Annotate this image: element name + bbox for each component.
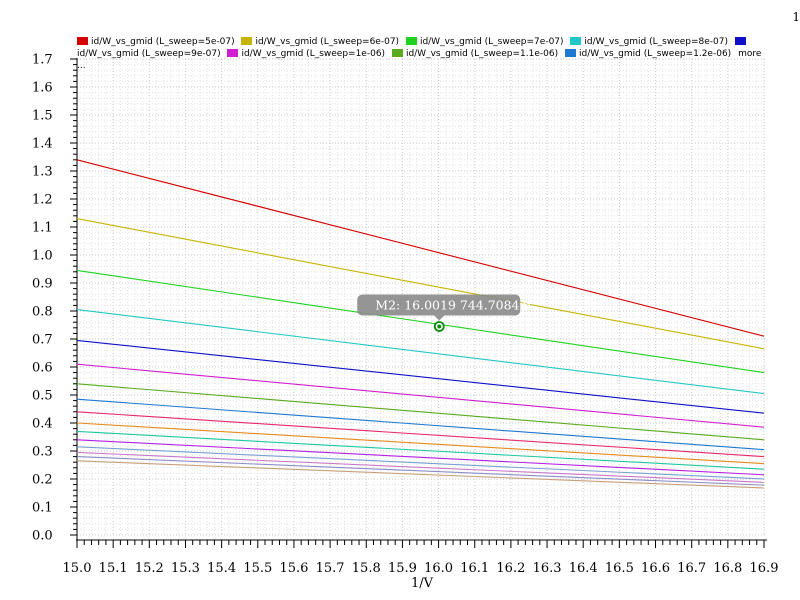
series-line-4: [76, 309, 765, 395]
legend-item-8[interactable]: id/W_vs_gmid (L_sweep=1.2e-06): [565, 49, 731, 59]
legend-swatch: [77, 37, 88, 45]
grid: [76, 58, 767, 536]
x-tick-label: 16.8: [713, 561, 742, 576]
x-tick-label: 16.1: [460, 561, 489, 576]
legend-item-7[interactable]: id/W_vs_gmid (L_sweep=1.1e-06): [391, 49, 559, 59]
legend-label: id/W_vs_gmid (L_sweep=7e-07): [419, 37, 564, 47]
legend-label: id/W_vs_gmid (L_sweep=6e-07): [255, 37, 400, 47]
x-tick-label: 15.2: [135, 561, 164, 576]
legend-item-4[interactable]: id/W_vs_gmid (L_sweep=8e-07): [570, 37, 728, 47]
y-tick-label: 0.1: [32, 501, 53, 516]
series-line-2: [76, 218, 765, 350]
x-tick-label: 16.4: [569, 561, 598, 576]
legend-swatch: [565, 49, 576, 57]
x-tick-label: 15.6: [279, 561, 308, 576]
series-line-10: [76, 422, 765, 465]
x-tick-label: 15.3: [171, 561, 200, 576]
series-line-6: [76, 363, 765, 428]
marker-tooltip-box: [357, 294, 521, 316]
marker-tooltip-pointer: [434, 315, 445, 321]
legend-item-3[interactable]: id/W_vs_gmid (L_sweep=7e-07): [405, 37, 564, 47]
y-tick-label: 1.1: [32, 221, 53, 236]
y-tick-label: 0.2: [32, 473, 53, 488]
legend-swatch: [391, 49, 403, 57]
x-tick-label: 15.0: [63, 561, 92, 576]
x-tick-label: 15.9: [388, 561, 417, 576]
legend-swatch: [227, 49, 239, 57]
y-tick-label: 1.7: [32, 53, 53, 68]
series-line-16: [76, 460, 765, 489]
series-line-13: [76, 446, 765, 480]
x-tick-label: 15.1: [99, 561, 128, 576]
legend-item-1[interactable]: id/W_vs_gmid (L_sweep=5e-07): [77, 37, 235, 47]
x-tick-label: 16.0: [424, 561, 453, 576]
series-line-8: [76, 398, 765, 451]
y-tick-label: 0.6: [32, 361, 53, 376]
x-tick-label: 15.8: [352, 561, 381, 576]
series-line-15: [76, 456, 765, 486]
legend-item-5[interactable]: id/W_vs_gmid (L_sweep=9e-07): [77, 37, 749, 59]
legend-label: id/W_vs_gmid (L_sweep=8e-07): [584, 37, 728, 47]
x-tick-label: 15.5: [243, 561, 272, 576]
x-tick-label: 16.3: [533, 561, 562, 576]
y-tick-label: 1.0: [32, 249, 53, 264]
x-tick-label: 15.7: [316, 561, 345, 576]
series-line-1: [76, 159, 765, 337]
y-tick-label: 1.6: [32, 81, 53, 96]
legend-label: id/W_vs_gmid (L_sweep=1e-06): [241, 49, 386, 59]
series-line-11: [76, 430, 765, 470]
series-line-3: [76, 269, 765, 374]
marker-m2: M2: 16.0019 744.7084m: [357, 294, 532, 332]
marker-tooltip-label: M2: 16.0019 744.7084m: [375, 297, 531, 312]
x-axis-label: 1/V: [411, 576, 434, 591]
legend-swatch: [570, 37, 582, 45]
legend-label: id/W_vs_gmid (L_sweep=1.2e-06): [579, 49, 732, 59]
y-tick-label: 0.0: [32, 529, 53, 544]
y-tick-label: 1.5: [32, 109, 53, 124]
y-tick-label: 1.4: [32, 137, 53, 152]
legend-item-6[interactable]: id/W_vs_gmid (L_sweep=1e-06): [227, 49, 385, 59]
legend-swatch: [241, 37, 253, 45]
legend-more-link[interactable]: more ...: [77, 49, 762, 71]
series-line-7: [76, 383, 765, 441]
x-tick-label: 16.9: [750, 561, 779, 576]
x-tick-label: 15.4: [207, 561, 236, 576]
x-tick-label: 16.7: [677, 561, 706, 576]
y-tick-label: 0.9: [32, 277, 53, 292]
corner-label: 1: [792, 10, 800, 24]
series-line-14: [76, 451, 765, 483]
y-tick-label: 1.3: [32, 165, 53, 180]
legend-label: id/W_vs_gmid (L_sweep=5e-07): [91, 37, 235, 47]
y-tick-label: 0.4: [32, 417, 53, 432]
series-line-5: [76, 339, 765, 414]
marker-dot: [437, 324, 442, 329]
y-ticks: 0.0 0.1 0.2 0.3 0.4 0.5 0.6 0.7 0.8 0.9 1.0 1.1 1.2 1…: [32, 53, 77, 544]
y-tick-label: 1.2: [32, 193, 53, 208]
legend-label: id/W_vs_gmid (L_sweep=1.1e-06): [405, 49, 559, 59]
x-tick-label: 16.5: [605, 561, 634, 576]
y-tick-label: 0.3: [32, 445, 53, 460]
y-tick-label: 0.5: [32, 389, 53, 404]
series-line-12: [76, 439, 765, 476]
series-group: [76, 159, 765, 489]
legend-label: id/W_vs_gmid (L_sweep=9e-07): [77, 49, 221, 59]
x-tick-label: 16.2: [496, 561, 525, 576]
legend-item-2[interactable]: id/W_vs_gmid (L_sweep=6e-07): [241, 37, 399, 47]
x-ticks: 15.0 15.1 15.2 15.3 15.4 15.5 15.6 15.7 15.8 15.9…: [63, 540, 779, 576]
y-tick-label: 0.8: [32, 305, 53, 320]
series-line-9: [76, 411, 765, 458]
legend: id/W_vs_gmid (L_sweep=5e-07) id/W_vs_gmi…: [77, 36, 767, 72]
x-tick-label: 16.6: [641, 561, 670, 576]
legend-swatch: [734, 37, 746, 45]
legend-swatch: [405, 37, 417, 45]
y-tick-label: 0.7: [32, 333, 53, 348]
